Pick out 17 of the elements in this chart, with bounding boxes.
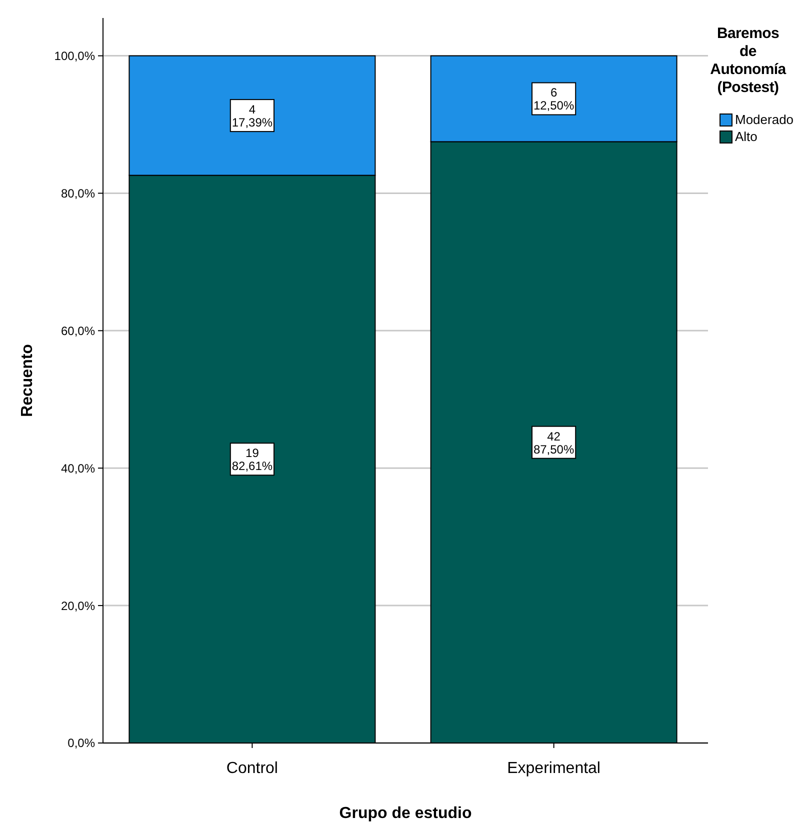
legend-title: Baremos de Autonomía (Postest) xyxy=(710,25,787,96)
y-axis-title: Recuento xyxy=(19,344,36,417)
y-tick-label: 0,0% xyxy=(68,736,96,750)
y-tick-label: 80,0% xyxy=(60,186,96,200)
data-label: 42 87,50% xyxy=(533,429,574,456)
data-label: 4 17,39% xyxy=(232,102,273,130)
legend-label: Alto xyxy=(735,129,758,144)
y-tick-label: 60,0% xyxy=(60,324,96,338)
legend-label: Moderado xyxy=(735,112,794,127)
x-tick-label: Experimental xyxy=(507,760,600,777)
x-axis-title: Grupo de estudio xyxy=(339,805,472,822)
y-tick-label: 100,0% xyxy=(54,48,96,63)
data-label: 19 82,61% xyxy=(232,446,273,474)
y-tick-label: 40,0% xyxy=(60,461,96,476)
data-label: 6 12,50% xyxy=(533,86,574,113)
y-tick-label: 20,0% xyxy=(60,598,96,613)
x-tick-label: Control xyxy=(226,760,278,777)
